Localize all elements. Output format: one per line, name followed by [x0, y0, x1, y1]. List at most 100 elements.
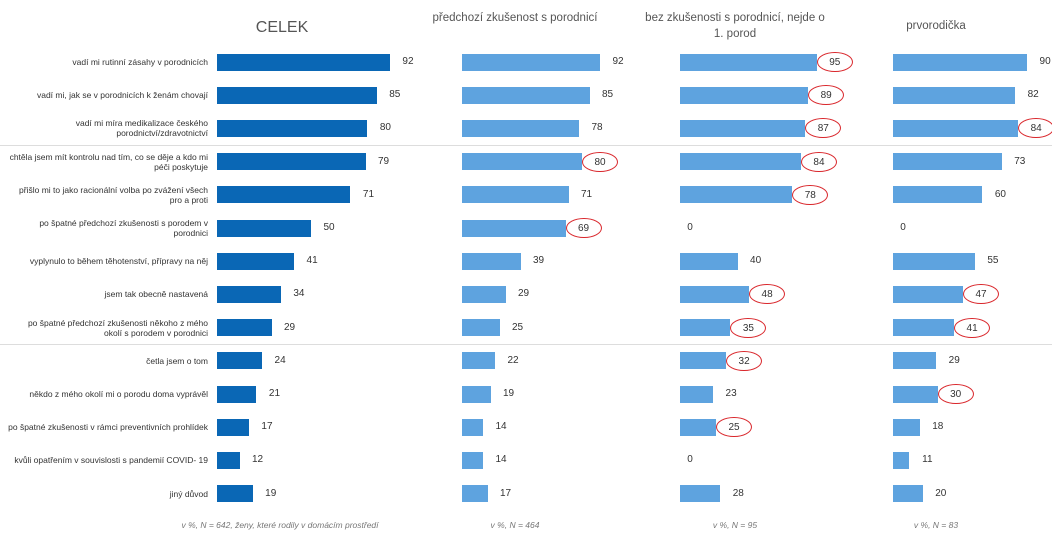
bar: [462, 352, 495, 370]
value-label: 41: [306, 255, 318, 267]
value-label: 78: [792, 184, 829, 205]
category-label: po špatné předchozí zkušenosti někoho z …: [27, 317, 208, 338]
value-label: 0: [687, 222, 693, 233]
bar: [893, 385, 938, 403]
value-label: 69: [565, 218, 602, 238]
panel-title: bez zkušenosti s porodnicí, nejde o 1. p…: [645, 12, 825, 40]
value-label: 82: [1027, 89, 1039, 101]
bar: [680, 86, 809, 104]
value-label: 84: [800, 151, 837, 172]
bar: [217, 153, 366, 171]
value-label: 28: [732, 487, 744, 499]
bar: [217, 451, 240, 469]
value-label: 50: [323, 222, 335, 233]
value-label: 92: [402, 56, 414, 67]
bar: [893, 53, 1028, 71]
value-label: 23: [725, 388, 737, 399]
value-label: 14: [495, 421, 507, 433]
value-label: 89: [808, 85, 845, 106]
value-label: 25: [511, 321, 524, 333]
value-label: 85: [389, 89, 401, 101]
bar: [893, 252, 975, 270]
bar: [893, 352, 937, 370]
value-label: 92: [612, 56, 624, 67]
bar: [217, 319, 272, 337]
category-label: chtěla jsem mít kontrolu nad tím, co se …: [9, 151, 208, 172]
category-label: vadí mi míra medikalizace českého porodn…: [75, 118, 208, 139]
value-label: 18: [932, 421, 944, 433]
bar: [462, 485, 488, 503]
value-label: 55: [987, 255, 999, 267]
bar: [462, 451, 483, 469]
bar: [217, 186, 351, 204]
value-label: 73: [1014, 155, 1026, 167]
bar: [680, 285, 750, 303]
bar: [462, 385, 491, 403]
value-label: 41: [954, 317, 991, 338]
bar: [462, 53, 600, 71]
bar: [893, 285, 964, 303]
bar: [217, 53, 390, 71]
value-label: 78: [591, 122, 603, 134]
bar: [217, 219, 311, 237]
category-label: někdo z mého okolí mi o porodu doma vypr…: [29, 389, 208, 399]
panel-title: prvorodička: [906, 20, 966, 32]
bar: [462, 153, 582, 171]
bar: [462, 285, 506, 303]
category-label: přišlo mi to jako racionální volba po zv…: [19, 184, 208, 205]
bar: [217, 418, 249, 436]
value-label: 29: [517, 288, 530, 300]
bar: [217, 385, 257, 403]
bar: [217, 119, 368, 137]
category-label: četla jsem o tom: [146, 355, 208, 366]
category-label: po špatné zkušenosti v rámci preventivní…: [8, 422, 208, 433]
value-label: 84: [1018, 118, 1052, 139]
value-label: 14: [495, 454, 507, 466]
separator: [0, 145, 1052, 146]
bar: [462, 119, 579, 137]
value-label: 39: [532, 255, 545, 267]
value-label: 22: [507, 354, 519, 366]
bar: [462, 418, 483, 436]
value-label: 29: [283, 321, 296, 333]
bar: [893, 451, 910, 469]
value-label: 40: [750, 255, 762, 267]
category-label: po špatné předchozí zkušenosti s porodem…: [39, 218, 208, 238]
bar: [680, 252, 738, 270]
value-label: 11: [922, 454, 933, 466]
panel-note: v %, N = 95: [712, 520, 758, 530]
value-label: 90: [1039, 56, 1051, 67]
value-label: 80: [582, 151, 618, 172]
bar: [680, 485, 721, 503]
category-label: kvůli opatřením v souvislosti s pandemií…: [14, 455, 208, 466]
value-label: 25: [716, 417, 752, 438]
value-label: 24: [274, 354, 286, 366]
value-label: 85: [601, 89, 614, 101]
value-label: 47: [963, 284, 1000, 305]
bar: [217, 485, 253, 503]
value-label: 0: [687, 454, 693, 466]
bar: [462, 319, 500, 337]
value-label: 79: [377, 155, 390, 167]
bar: [680, 153, 801, 171]
value-label: 71: [362, 188, 375, 200]
value-label: 48: [749, 284, 786, 305]
value-label: 29: [948, 354, 960, 366]
value-label: 17: [499, 487, 512, 499]
value-label: 19: [265, 487, 277, 499]
bar: [462, 186, 569, 204]
bar: [462, 252, 521, 270]
value-label: 21: [268, 388, 281, 399]
bar: [680, 385, 714, 403]
value-label: 32: [726, 350, 763, 371]
value-label: 20: [935, 487, 947, 499]
bar: [893, 186, 983, 204]
value-label: 95: [816, 52, 853, 72]
bar: [680, 53, 817, 71]
panel-title: CELEK: [255, 19, 309, 36]
category-label: jsem tak obecně nastavená: [104, 289, 208, 300]
value-label: 87: [805, 118, 842, 139]
value-label: 17: [261, 421, 273, 433]
panel-note: v %, N = 464: [490, 520, 540, 530]
